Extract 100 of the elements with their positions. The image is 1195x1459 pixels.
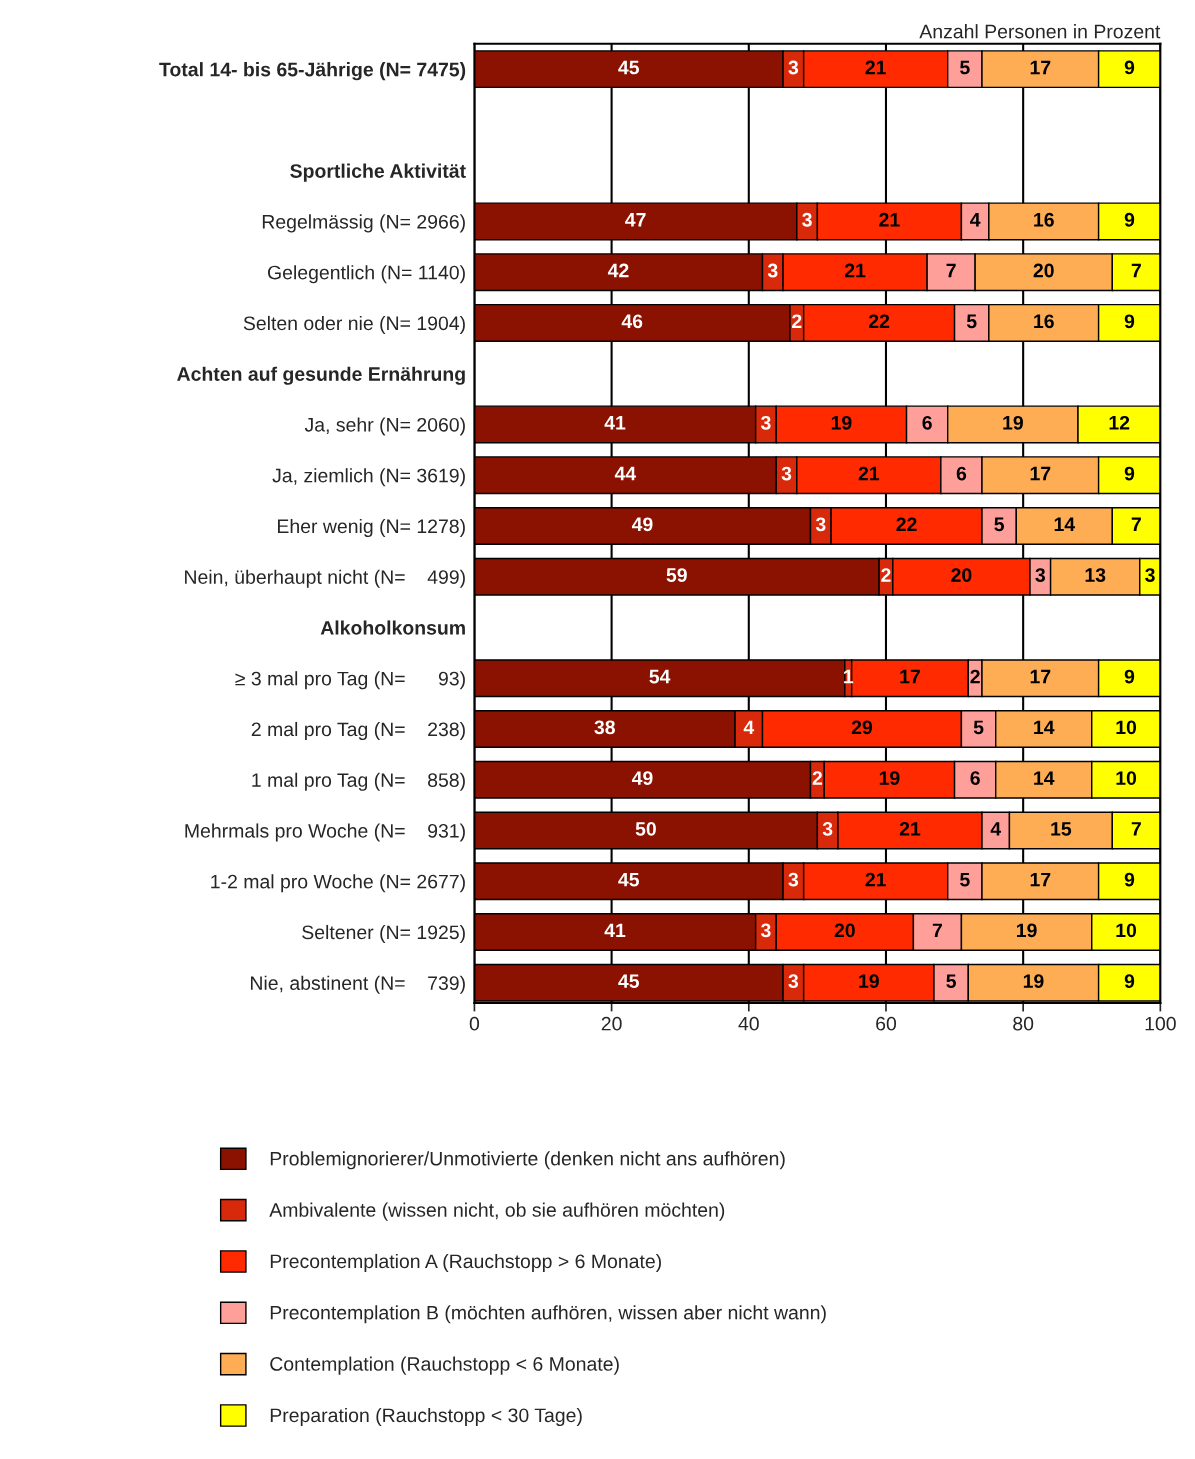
x-tick-label: 20 (601, 1016, 622, 1031)
data-label: 20 (834, 923, 855, 938)
y-tick-label: Regelmässig (N= 2966) (262, 214, 465, 233)
data-label: 9 (1124, 872, 1135, 887)
data-label: 50 (635, 821, 656, 836)
data-label: 21 (844, 263, 866, 278)
data-label: 17 (1030, 669, 1051, 684)
y-tick-label: Ja, ziemlich (N= 3619) (272, 468, 465, 487)
data-label: 17 (1030, 60, 1051, 75)
data-label: 9 (1124, 60, 1135, 75)
data-label: 21 (858, 466, 880, 481)
legend-label: Precontemplation B (möchten aufhören, wissen aber nicht wann) (270, 1305, 826, 1324)
data-label: 45 (618, 974, 640, 988)
data-label: 7 (1131, 517, 1141, 531)
data-label: 19 (831, 415, 852, 430)
data-label: 59 (666, 568, 687, 582)
y-tick-label: Eher wenig (N= 1278) (278, 518, 465, 538)
x-tick-label: 40 (738, 1016, 759, 1031)
data-label: 4 (970, 213, 981, 227)
data-label: 20 (951, 568, 972, 582)
data-label: 14 (1034, 771, 1055, 785)
data-label: 44 (614, 466, 637, 481)
x-tick-label: 80 (1013, 1016, 1034, 1031)
y-tick-label: Total 14- bis 65-Jährige (N= 7475) (159, 62, 466, 81)
data-label: 3 (788, 872, 799, 887)
x-tick-label: 60 (876, 1016, 897, 1031)
data-label: 21 (879, 212, 900, 227)
data-label: 10 (1116, 720, 1137, 735)
data-label: 3 (788, 974, 799, 989)
data-label: 3 (767, 263, 778, 278)
legend-label: Ambivalente (wissen nicht, ob sie aufhören möchten) (269, 1202, 725, 1221)
data-label: 3 (788, 60, 799, 75)
legend-label: Precontemplation A (Rauchstopp > 6 Monate) (270, 1253, 661, 1273)
data-label: 47 (625, 213, 646, 227)
data-label: 19 (879, 771, 900, 785)
data-label: 19 (1023, 974, 1044, 988)
data-label: 46 (621, 314, 643, 329)
data-label: 49 (631, 517, 653, 532)
data-label: 3 (802, 212, 812, 227)
data-label: 12 (1109, 415, 1130, 430)
data-label: 3 (760, 415, 771, 430)
data-label: 5 (966, 314, 977, 329)
y-tick-label: ≥ 3 mal pro Tag (N= 93) (235, 671, 465, 690)
data-label: 6 (970, 771, 980, 785)
data-label: 41 (604, 416, 626, 430)
data-label: 45 (618, 872, 640, 887)
data-label: 22 (868, 314, 890, 328)
x-tick-label: 0 (469, 1016, 480, 1031)
data-label: 45 (618, 60, 640, 75)
data-label: 42 (607, 263, 629, 278)
data-label: 3 (815, 517, 826, 532)
legend-label: Problemignorierer/Unmotivierte (denken nicht ans aufhören) (270, 1151, 785, 1170)
y-tick-label: 1 mal pro Tag (N= 858) (252, 772, 465, 791)
data-label: 7 (932, 923, 942, 938)
data-label: 14 (1054, 517, 1076, 531)
legend-label: Contemplation (Rauchstopp < 6 Monate) (270, 1356, 619, 1375)
data-label: 21 (899, 821, 921, 836)
data-label: 5 (946, 974, 956, 988)
data-label: 17 (900, 669, 920, 684)
data-label: 21 (865, 872, 886, 887)
data-label: 9 (1124, 212, 1135, 227)
data-label: 49 (631, 771, 653, 785)
data-label: 6 (922, 415, 932, 430)
y-tick-label: Nein, überhaupt nicht (N= 499) (185, 569, 465, 588)
y-tick-label: Achten auf gesunde Ernährung (177, 366, 465, 385)
data-label: 17 (1030, 872, 1051, 887)
data-label: 16 (1034, 314, 1054, 329)
data-label: 9 (1124, 314, 1135, 329)
data-label: 5 (960, 60, 970, 75)
data-label: 2 (792, 314, 802, 328)
y-tick-label: Alkoholkonsum (320, 620, 465, 635)
y-tick-label: Selten oder nie (N= 1904) (243, 315, 465, 334)
data-label: 16 (1034, 212, 1054, 227)
data-label: 3 (1145, 568, 1155, 582)
data-label: 15 (1051, 822, 1072, 836)
data-label: 38 (594, 720, 615, 735)
data-label: 5 (994, 517, 1005, 532)
data-label: 22 (896, 517, 917, 531)
data-label: 29 (851, 720, 873, 735)
data-label: 3 (781, 466, 792, 481)
data-label: 2 (881, 568, 891, 582)
legend-label: Preparation (Rauchstopp < 30 Tage) (270, 1407, 582, 1427)
y-tick-label: Ja, sehr (N= 2060) (304, 417, 465, 436)
data-label: 19 (1017, 923, 1037, 938)
data-label: 7 (1131, 822, 1141, 836)
data-label: 54 (649, 669, 671, 684)
data-label: 13 (1085, 568, 1106, 582)
data-label: 19 (859, 974, 879, 988)
data-label: 10 (1116, 923, 1137, 938)
data-label: 7 (1131, 263, 1141, 278)
y-tick-label: Gelegentlich (N= 1140) (268, 265, 465, 284)
data-label: 4 (743, 720, 755, 735)
data-label: 20 (1033, 263, 1054, 278)
data-label: 2 (970, 669, 980, 684)
data-label: 3 (1035, 568, 1046, 582)
data-label: 3 (760, 923, 771, 938)
y-tick-label: Seltener (N= 1925) (302, 924, 465, 944)
data-label: 5 (973, 720, 984, 735)
data-label: 10 (1116, 771, 1137, 785)
y-tick-label: Nie, abstinent (N= 739) (250, 975, 465, 994)
